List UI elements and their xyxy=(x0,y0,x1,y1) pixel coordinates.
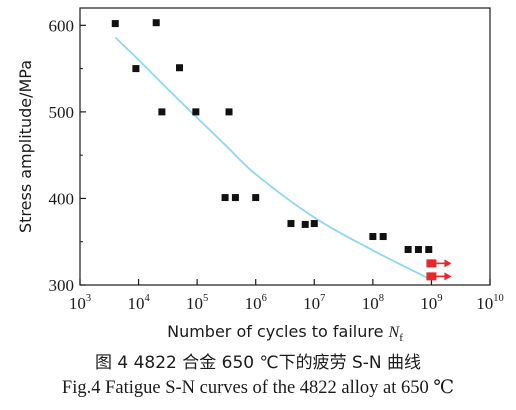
data-point xyxy=(414,246,422,254)
data-point xyxy=(158,108,166,116)
x-axis-label: Number of cycles to failure Nf xyxy=(167,322,403,344)
data-point xyxy=(221,194,229,202)
x-axis-ticks: 103 104 105 106 107 108 109 1010 xyxy=(69,279,504,313)
fit-curve xyxy=(114,36,432,281)
runout-markers xyxy=(426,259,452,281)
data-point xyxy=(404,246,412,254)
figure-caption-chinese: 图 4 4822 合金 650 ℃下的疲劳 S-N 曲线 xyxy=(94,353,422,373)
x-tick-label: 105 xyxy=(186,293,208,313)
x-tick-label: 107 xyxy=(303,293,325,313)
data-point xyxy=(369,233,377,241)
data-point xyxy=(176,64,184,72)
y-axis-ticks: 300 400 500 600 xyxy=(49,16,86,295)
x-tick-label: 109 xyxy=(420,293,442,313)
x-tick-label: 1010 xyxy=(476,293,504,313)
y-axis-label: Stress amplitude/MPa xyxy=(16,60,35,233)
x-tick-label: 104 xyxy=(127,293,150,313)
data-point xyxy=(225,108,233,116)
y-tick-label: 600 xyxy=(49,16,75,35)
data-point xyxy=(379,233,387,241)
data-point xyxy=(287,220,295,228)
runout-marker xyxy=(426,259,452,268)
x-tick-label: 106 xyxy=(245,293,267,313)
data-point xyxy=(425,246,433,254)
data-point xyxy=(152,19,160,27)
data-point xyxy=(301,220,309,228)
data-point xyxy=(192,108,200,116)
data-point xyxy=(252,194,260,202)
y-tick-label: 300 xyxy=(49,276,75,295)
plot-frame xyxy=(79,7,491,286)
data-point xyxy=(310,220,318,228)
x-tick-label: 108 xyxy=(362,293,384,313)
runout-marker xyxy=(426,272,452,281)
y-tick-label: 400 xyxy=(49,189,75,208)
data-points xyxy=(111,19,433,254)
data-point xyxy=(132,65,140,73)
data-point xyxy=(111,20,119,28)
data-point xyxy=(231,194,239,202)
chart: 300 400 500 600 103 104 105 106 107 108 109 1010 S… xyxy=(16,7,504,344)
y-tick-label: 500 xyxy=(49,103,75,122)
x-tick-label: 103 xyxy=(69,293,91,313)
figure-caption-english: Fig.4 Fatigue S-N curves of the 4822 all… xyxy=(61,378,455,398)
